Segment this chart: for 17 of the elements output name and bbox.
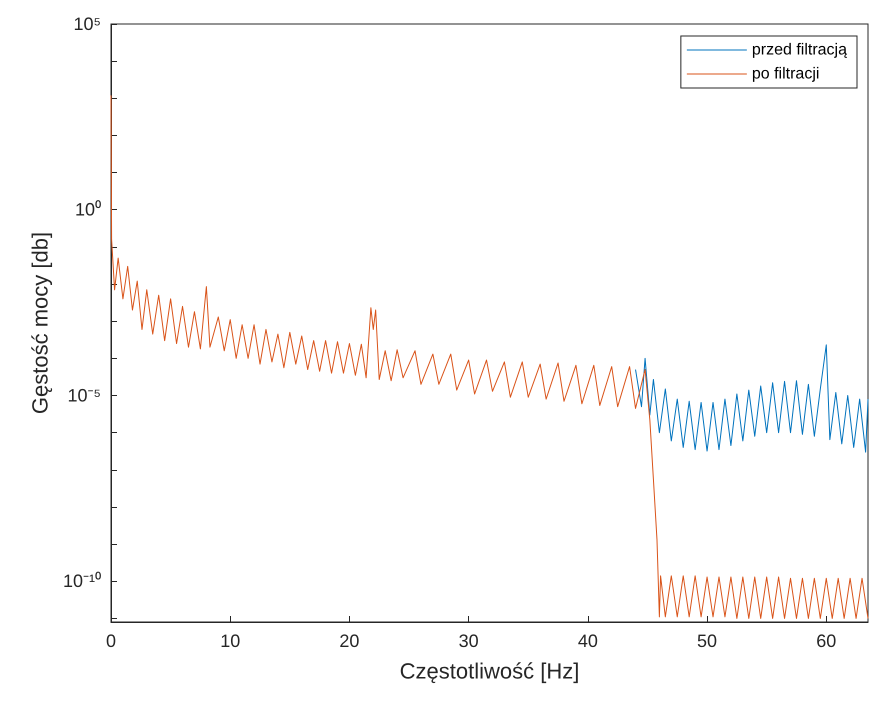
- line-series: [110, 94, 868, 619]
- legend-label: po filtracji: [752, 66, 820, 82]
- y-tick-label: 10⁻⁵: [68, 386, 101, 406]
- legend-label: przed filtracją: [752, 42, 848, 58]
- x-tick-label: 60: [816, 631, 836, 651]
- x-tick-label: 50: [697, 631, 718, 651]
- x-tick-label: 20: [339, 631, 360, 651]
- y-axis-title: Gęstość mocy [db]: [28, 232, 52, 414]
- y-tick-label: 10⁵: [74, 14, 101, 34]
- x-tick-label: 0: [106, 631, 116, 651]
- x-tick-label: 10: [220, 631, 240, 651]
- y-tick-label: 10⁰: [74, 200, 101, 220]
- x-tick-label: 40: [578, 631, 598, 651]
- x-tick-label: 30: [458, 631, 479, 651]
- x-axis-title: Częstotliwość [Hz]: [400, 658, 580, 684]
- y-tick-label: 10⁻¹⁰: [62, 571, 101, 592]
- line-series: [635, 344, 868, 453]
